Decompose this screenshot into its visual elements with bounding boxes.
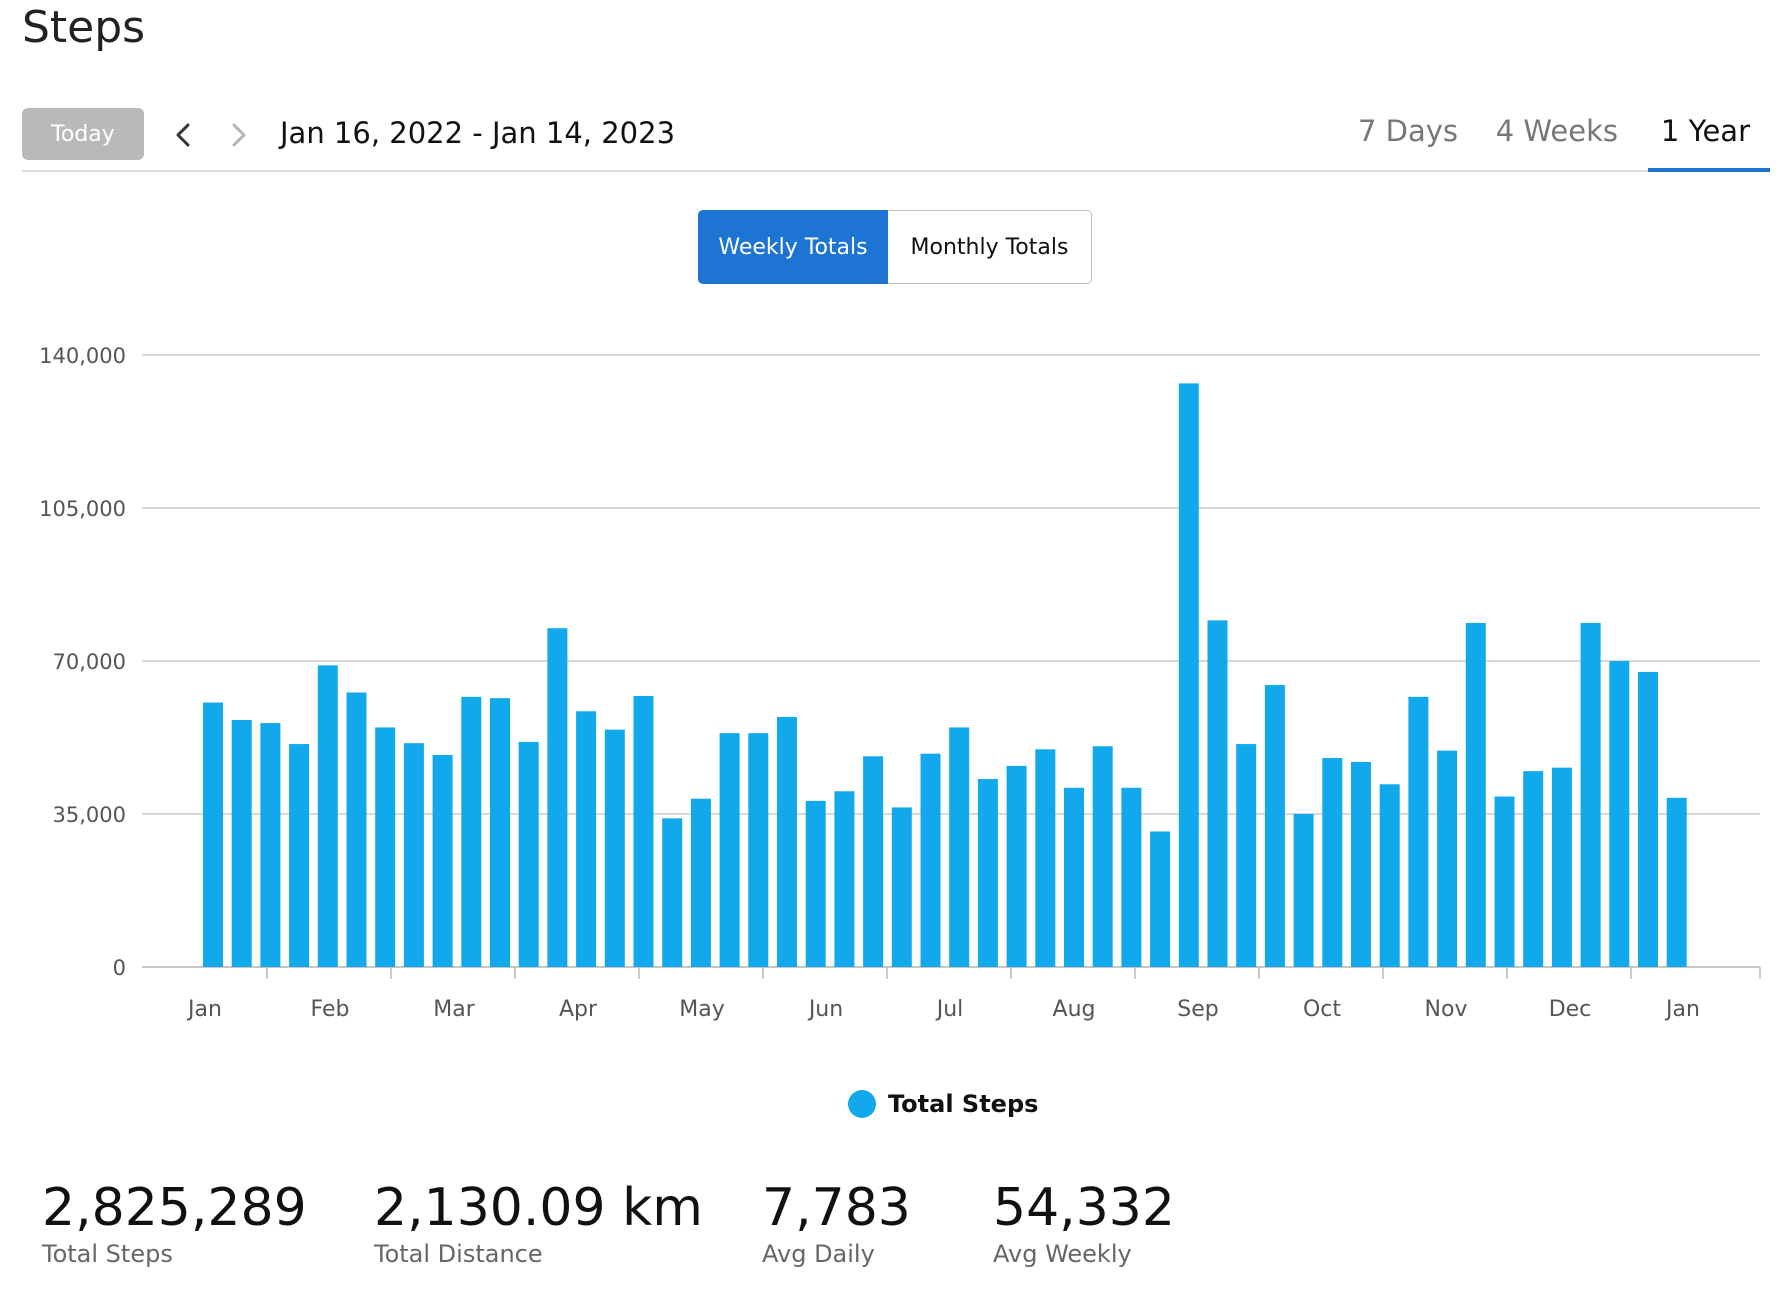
x-tick-label: Nov — [1425, 997, 1468, 1022]
bar — [576, 711, 597, 967]
active-tab-indicator — [1648, 168, 1770, 172]
bar — [719, 733, 740, 967]
bar — [1551, 767, 1572, 967]
bar — [1494, 796, 1515, 967]
bar — [920, 753, 941, 967]
bar — [1293, 814, 1314, 967]
stat-value: 2,825,289 — [42, 1178, 307, 1238]
steps-bar-chart: 0 35,000 70,000 105,000 140,000 Jan Feb Mar Apr M… — [39, 344, 1761, 1022]
x-tick-label: Jul — [935, 997, 964, 1022]
chart-legend[interactable]: Total Steps — [848, 1090, 1038, 1118]
bar — [777, 716, 797, 967]
bar — [834, 791, 855, 967]
stat-label: Avg Weekly — [993, 1240, 1132, 1268]
stat-label: Total Steps — [42, 1240, 173, 1268]
y-tick-label: 35,000 — [53, 803, 126, 827]
x-tick-label: Jan — [186, 997, 222, 1022]
chevron-right-icon[interactable] — [222, 118, 256, 152]
bar — [432, 754, 453, 967]
stat-avg-daily: 7,783 Avg Daily — [762, 1178, 911, 1268]
stat-value: 2,130.09 km — [374, 1178, 703, 1238]
stat-total-steps: 2,825,289 Total Steps — [42, 1178, 307, 1268]
monthly-totals-button[interactable]: Monthly Totals — [888, 210, 1092, 284]
bar — [1064, 787, 1084, 967]
bar — [633, 695, 654, 967]
bar — [1236, 744, 1257, 967]
bar — [403, 743, 424, 967]
bar — [231, 720, 252, 967]
legend-label: Total Steps — [888, 1090, 1039, 1118]
bar — [1178, 383, 1199, 967]
x-tick-label: Mar — [433, 997, 475, 1022]
bar — [891, 807, 912, 967]
chevron-left-icon[interactable] — [166, 118, 200, 152]
bar — [375, 727, 396, 967]
bar — [805, 800, 826, 967]
tab-1-year[interactable]: 1 Year — [1660, 114, 1750, 148]
bar — [1638, 671, 1658, 967]
bar — [748, 733, 769, 967]
bar — [346, 692, 367, 967]
bar — [317, 665, 338, 967]
x-tick-label: Oct — [1303, 997, 1341, 1022]
x-tick-label: Apr — [559, 997, 598, 1022]
bar — [1379, 784, 1400, 967]
bar — [1465, 622, 1486, 967]
tab-7-days[interactable]: 7 Days — [1357, 114, 1458, 148]
stat-label: Avg Daily — [762, 1240, 875, 1268]
y-tick-label: 70,000 — [53, 650, 126, 674]
tab-4-weeks[interactable]: 4 Weeks — [1495, 114, 1618, 148]
x-tick-label: Dec — [1549, 997, 1592, 1022]
page-title: Steps — [22, 2, 146, 53]
bar — [203, 702, 223, 967]
bar — [949, 727, 970, 967]
bar — [1609, 661, 1630, 967]
bar — [1408, 696, 1429, 967]
y-tick-label: 140,000 — [39, 344, 126, 368]
bar — [1351, 761, 1371, 967]
bar — [1437, 750, 1458, 967]
bar — [490, 698, 510, 967]
bar — [289, 744, 310, 967]
stat-label: Total Distance — [374, 1240, 543, 1268]
legend-dot-icon — [848, 1090, 876, 1118]
bar — [977, 779, 998, 967]
bar — [1523, 771, 1544, 967]
totals-toggle: Weekly Totals Monthly Totals — [698, 210, 1092, 284]
bar — [1264, 685, 1285, 967]
stat-total-distance: 2,130.09 km Total Distance — [374, 1178, 703, 1268]
bar — [1580, 622, 1601, 967]
bar — [1150, 831, 1171, 967]
bar — [1666, 797, 1687, 967]
x-tick-label: Jan — [1664, 997, 1700, 1022]
y-tick-label: 0 — [113, 956, 126, 980]
bar — [547, 628, 568, 967]
x-tick-label: May — [679, 997, 724, 1022]
date-range: Jan 16, 2022 - Jan 14, 2023 — [280, 116, 676, 150]
x-tick-label: Feb — [311, 997, 350, 1022]
bar — [1121, 787, 1142, 967]
bar — [863, 756, 884, 967]
bar — [604, 729, 625, 967]
date-toolbar: Today Jan 16, 2022 - Jan 14, 2023 7 Days… — [22, 108, 1770, 172]
y-tick-label: 105,000 — [39, 497, 126, 521]
today-button[interactable]: Today — [22, 108, 144, 160]
bar — [662, 818, 683, 967]
bar — [1207, 620, 1228, 967]
bar — [1092, 746, 1113, 967]
bar — [1035, 749, 1056, 967]
stat-value: 54,332 — [993, 1178, 1175, 1238]
bar — [690, 798, 711, 967]
bar — [260, 723, 281, 967]
x-tick-label: Aug — [1053, 997, 1096, 1022]
weekly-totals-button[interactable]: Weekly Totals — [698, 210, 888, 284]
bar — [1322, 758, 1343, 967]
x-tick-label: Sep — [1177, 997, 1218, 1022]
bar — [1006, 765, 1027, 967]
bar — [518, 741, 539, 967]
stat-value: 7,783 — [762, 1178, 911, 1238]
bar — [461, 696, 482, 967]
x-tick-label: Jun — [807, 997, 843, 1022]
stat-avg-weekly: 54,332 Avg Weekly — [993, 1178, 1175, 1268]
